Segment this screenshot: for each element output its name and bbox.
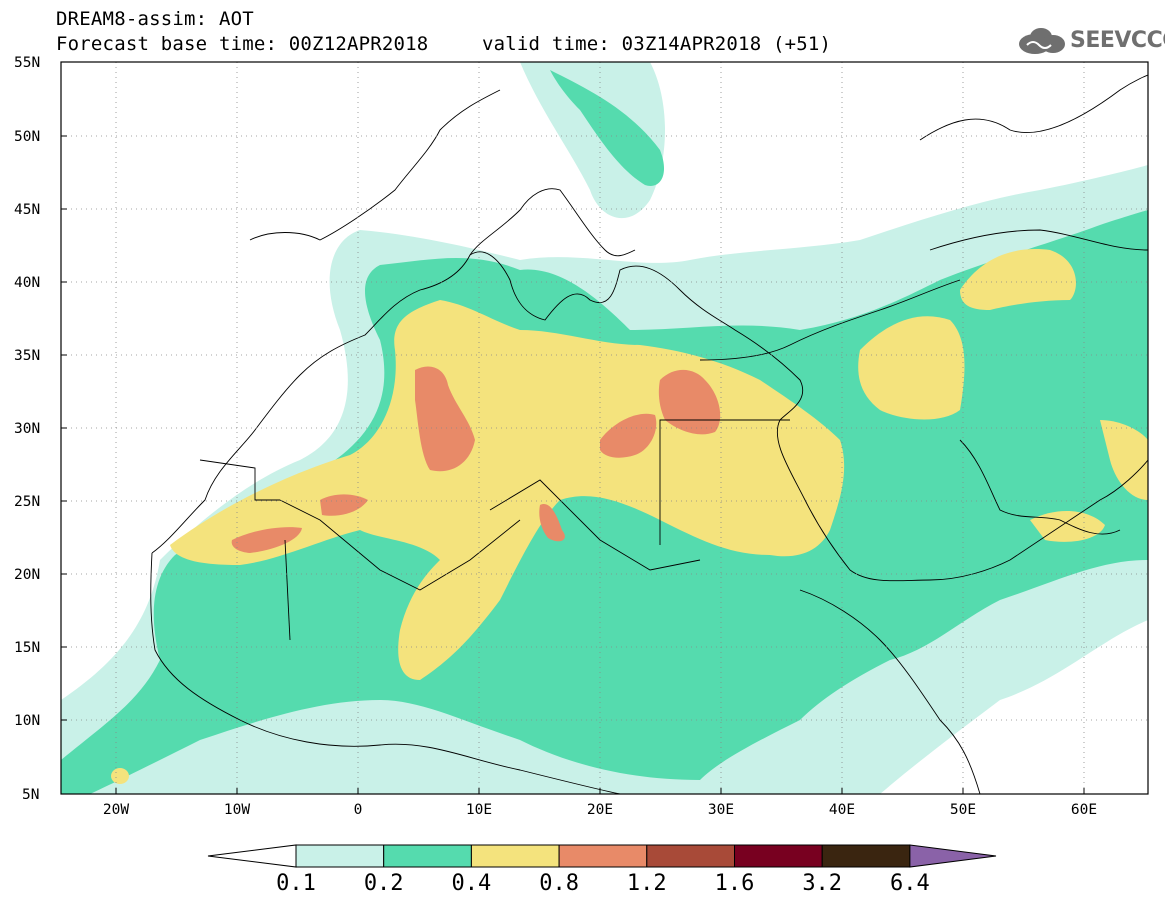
colorbar-labels: 0.1 0.2 0.4 0.8 1.2 1.6 3.2 6.4 [276,871,930,896]
lon-label: 40E [829,802,855,818]
lat-label: 30N [14,421,40,437]
lat-label: 20N [14,567,40,583]
colorbar-label: 0.8 [539,871,579,896]
lon-label: 20E [587,802,613,818]
colorbar-label: 6.4 [890,871,930,896]
colorbar-swatch [295,844,385,868]
forecast-base-time: Forecast base time: 00Z12APR2018 [56,33,429,55]
lat-label: 40N [14,275,40,291]
colorbar-swatch [821,844,911,868]
colorbar-swatch [383,844,472,868]
grid [61,62,1148,794]
cloud-icon [1019,28,1065,54]
lon-labels: 20W 10W 0 10E 20E 30E 40E 50E 60E [103,802,1097,818]
lat-label: 25N [14,494,40,510]
colorbar [207,844,997,868]
lat-label: 50N [14,129,40,145]
lon-label: 50E [950,802,976,818]
lon-label: 0 [354,802,363,818]
colorbar-label: 1.2 [627,871,667,896]
lat-label: 5N [22,787,39,803]
colorbar-swatch [646,844,735,868]
coastlines [150,74,1148,794]
lon-label: 10W [224,802,250,818]
colorbar-extend-low [207,844,297,868]
lat-label: 55N [14,55,40,71]
colorbar-label: 0.1 [276,871,316,896]
lat-label: 15N [14,640,40,656]
lon-label: 60E [1071,802,1097,818]
colorbar-swatch [470,844,560,868]
colorbar-label: 1.6 [715,871,755,896]
colorbar-label: 0.4 [452,871,492,896]
colorbar-label: 0.2 [364,871,404,896]
logo-text: SEEVCCC [1070,28,1165,53]
lat-label: 10N [14,713,40,729]
valid-time: valid time: 03Z14APR2018 (+51) [482,33,832,55]
lon-label: 20W [103,802,129,818]
lat-labels: 55N 50N 45N 40N 35N 30N 25N 20N 15N 10N … [14,55,40,803]
tick-marks [61,61,1085,794]
lon-label: 10E [466,802,492,818]
colorbar-swatch [734,844,823,868]
lon-label: 30E [708,802,734,818]
colorbar-label: 3.2 [802,871,842,896]
lat-label: 45N [14,202,40,218]
lat-label: 35N [14,348,40,364]
aot-fields [61,62,1148,794]
colorbar-swatch [558,844,648,868]
aot-band-0.8 [231,366,721,553]
logo [1019,28,1065,54]
map-title: DREAM8-assim: AOT [56,8,254,30]
colorbar-extend-high [909,844,997,868]
